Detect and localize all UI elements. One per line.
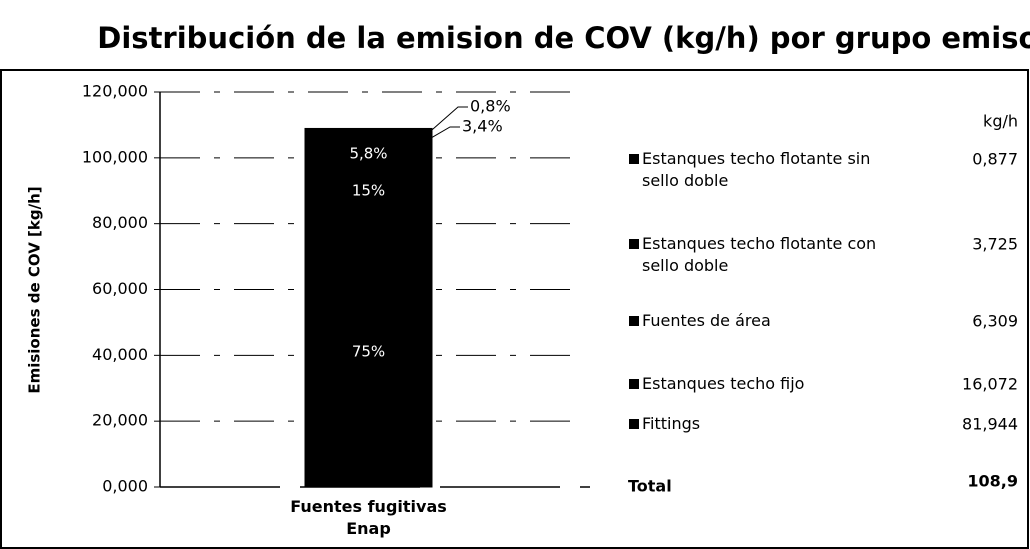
unit-header: kg/h [983,112,1018,131]
legend-swatch [629,239,639,249]
legend-swatch [629,419,639,429]
percent-label: 75% [352,343,385,361]
bar-segment [304,130,433,145]
y-tick-label: 40,000 [92,345,148,364]
y-tick-label: 80,000 [92,213,148,232]
legend-swatch [629,316,639,326]
leader-line [431,106,468,131]
frame [0,69,1029,549]
leader-line [431,126,460,138]
total-label: Total [628,477,672,496]
bar-segment [304,127,433,132]
legend-label: Fuentes de área [642,311,771,330]
y-tick-label: 20,000 [92,411,148,430]
legend-value: 16,072 [962,375,1018,394]
bar-segment [304,163,433,218]
percent-label: 3,4% [462,117,503,136]
y-tick-label: 120,000 [82,82,148,101]
y-tick-label: 60,000 [92,279,148,298]
legend-value: 3,725 [972,235,1018,254]
legend-swatch [629,154,639,164]
legend-value: 0,877 [972,150,1018,169]
y-axis-label: Emisiones de COV [kg/h] [26,186,44,393]
percent-label: 0,8% [470,97,511,116]
percent-label: 15% [352,181,385,199]
legend-label: Estanques techo fijo [642,374,805,393]
y-tick-label: 0,000 [102,477,148,496]
x-tick-label: Fuentes fugitivas Enap [290,497,447,538]
bar-segment [304,216,433,488]
legend-swatch [629,379,639,389]
legend-label: Fittings [642,414,701,433]
total-value: 108,9 [967,472,1018,491]
legend-value: 81,944 [962,415,1018,434]
chart-title: Distribución de la emision de COV (kg/h)… [97,21,1030,55]
legend-label: Estanques techo flotante con sello doble [642,234,877,275]
percent-label: 5,8% [349,144,387,162]
legend-label: Estanques techo flotante sin sello doble [642,149,871,190]
legend-value: 6,309 [972,312,1018,331]
y-tick-label: 100,000 [82,147,148,166]
